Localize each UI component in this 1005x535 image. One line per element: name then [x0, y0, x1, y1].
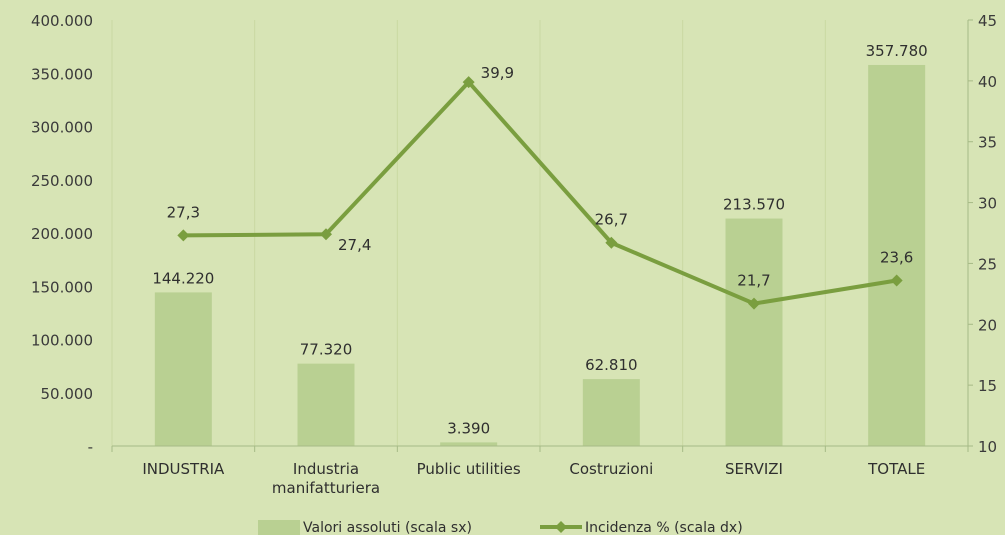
bar: [725, 218, 783, 446]
right-tick-label: 30: [978, 195, 997, 213]
bar: [297, 363, 355, 446]
line-data-label: 23,6: [880, 248, 913, 266]
line-data-label: 21,7: [737, 272, 770, 290]
line-point: [748, 297, 760, 310]
legend-line-label: Incidenza % (scala dx): [585, 520, 743, 535]
bar-data-label: 77.320: [300, 341, 353, 359]
line-path: [183, 80, 897, 306]
category-label: Costruzioni: [569, 460, 653, 478]
left-tick-label: 250.000: [31, 172, 93, 190]
bar: [868, 64, 926, 447]
legend-bar-swatch: [258, 520, 300, 535]
bar: [582, 379, 640, 446]
right-tick-label: 35: [978, 134, 997, 152]
left-tick-label: 400.000: [31, 12, 93, 30]
legend-bar-label: Valori assoluti (scala sx): [303, 520, 472, 535]
left-axis-tick-labels: - 50.000 100.000 150.000 200.000 250.000 300.0…: [31, 12, 93, 456]
left-tick-label: 350.000: [31, 65, 93, 83]
right-tick-label: 15: [978, 377, 997, 395]
line-point: [177, 229, 190, 242]
category-label: Industria: [293, 460, 359, 478]
line-data-label: 27,3: [167, 203, 200, 221]
line-point: [605, 236, 618, 249]
right-tick-label: 40: [978, 73, 997, 91]
bar-data-label: 357.780: [866, 42, 928, 60]
line-point: [890, 274, 903, 287]
line-point: [320, 228, 332, 241]
line-data-label: 26,7: [595, 211, 628, 229]
left-tick-label: 100.000: [31, 332, 93, 350]
right-tick-label: 25: [978, 255, 997, 273]
bar-data-label: 144.220: [152, 269, 214, 287]
category-label: manifatturiera: [272, 479, 380, 497]
left-tick-label: 50.000: [41, 385, 94, 403]
bar-data-label: 213.570: [723, 196, 785, 214]
category-label: TOTALE: [867, 460, 925, 478]
left-tick-label: -: [88, 438, 93, 456]
category-label: INDUSTRIA: [142, 460, 225, 478]
bar-series: [154, 64, 926, 447]
bar-data-label: 3.390: [447, 419, 490, 437]
category-label: Public utilities: [417, 460, 521, 478]
legend-line-marker: [555, 521, 567, 533]
left-tick-label: 300.000: [31, 119, 93, 137]
legend: Valori assoluti (scala sx) Incidenza % (…: [258, 520, 743, 535]
line-point: [462, 76, 475, 89]
axes: [111, 19, 973, 452]
right-tick-label: 20: [978, 316, 997, 334]
line-data-label: 39,9: [481, 64, 514, 82]
left-tick-label: 150.000: [31, 278, 93, 296]
bar-data-labels: 144.220 77.320 3.390 62.810 213.570 357.780: [152, 42, 927, 437]
line-data-label: 27,4: [338, 236, 371, 254]
left-tick-label: 200.000: [31, 225, 93, 243]
bar-data-label: 62.810: [585, 356, 638, 374]
bar: [154, 292, 212, 446]
bar: [440, 442, 498, 446]
line-data-labels: 27,3 27,4 39,9 26,7 21,7 23,6: [167, 64, 914, 290]
line-series: [177, 76, 903, 310]
right-tick-label: 10: [978, 438, 997, 456]
category-label: SERVIZI: [725, 460, 783, 478]
right-tick-label: 45: [978, 12, 997, 30]
right-axis-tick-labels: 10 15 20 25 30 35 40 45: [978, 12, 997, 456]
